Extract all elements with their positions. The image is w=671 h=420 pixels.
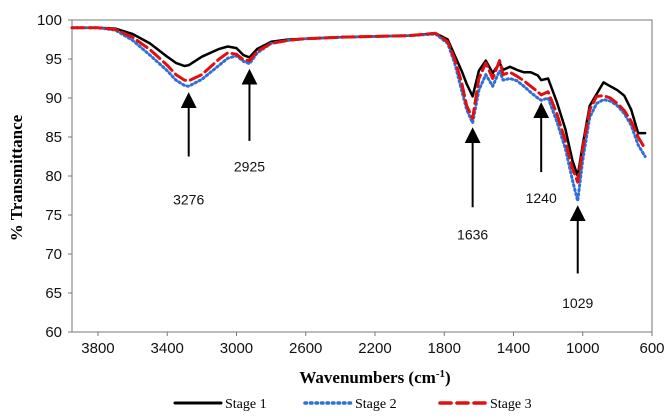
x-tick-label: 2600	[289, 340, 322, 357]
y-tick-label: 100	[37, 12, 62, 29]
series-line-stage-1	[70, 26, 647, 178]
y-tick-label: 60	[45, 324, 62, 341]
x-axis-ticks: 3800 3400 3000 2600 2200 1800 1400 1000 600	[81, 332, 665, 357]
legend: Stage 1 Stage 2 Stage 3	[173, 397, 532, 412]
x-axis-title-superscript: -1	[436, 368, 445, 380]
y-tick-label: 80	[45, 168, 62, 185]
annotation-label: 3276	[173, 191, 204, 207]
series-layer	[70, 26, 647, 203]
x-tick-label: 3000	[220, 340, 253, 357]
annotation-label: 1636	[457, 227, 488, 243]
x-axis-title-close: )	[445, 368, 451, 387]
x-tick-label: 3800	[81, 340, 114, 357]
x-tick-label: 1800	[428, 340, 461, 357]
x-tick-label: 1400	[497, 340, 530, 357]
y-tick-label: 90	[45, 90, 62, 107]
plot-area	[71, 19, 653, 333]
y-axis-ticks: 60 65 70 75 80 85 90 95 100	[37, 12, 72, 341]
x-tick-label: 3400	[151, 340, 184, 357]
legend-label-stage-1: Stage 1	[225, 397, 267, 412]
x-tick-label: 1000	[566, 340, 599, 357]
series-line-stage-3	[70, 26, 647, 184]
y-tick-label: 75	[45, 207, 62, 224]
y-tick-label: 85	[45, 129, 62, 146]
series-line-stage-2	[70, 26, 647, 203]
legend-label-stage-3: Stage 3	[490, 397, 532, 412]
x-axis-title-main: Wavenumbers (cm	[299, 368, 435, 387]
x-tick-label: 600	[639, 340, 664, 357]
annotation-label: 1029	[562, 295, 593, 311]
y-tick-label: 65	[45, 285, 62, 302]
annotation-label: 1240	[526, 190, 557, 206]
legend-label-stage-2: Stage 2	[355, 397, 397, 412]
y-tick-label: 70	[45, 246, 62, 263]
annotation-layer: 3276 2925 1636 1240 1029	[173, 68, 594, 311]
x-tick-label: 2200	[358, 340, 391, 357]
y-tick-label: 95	[45, 51, 62, 68]
annotation-label: 2925	[234, 159, 265, 175]
y-axis-title: % Transmittance	[7, 114, 26, 241]
x-axis-title: Wavenumbers (cm-1)	[299, 368, 450, 387]
